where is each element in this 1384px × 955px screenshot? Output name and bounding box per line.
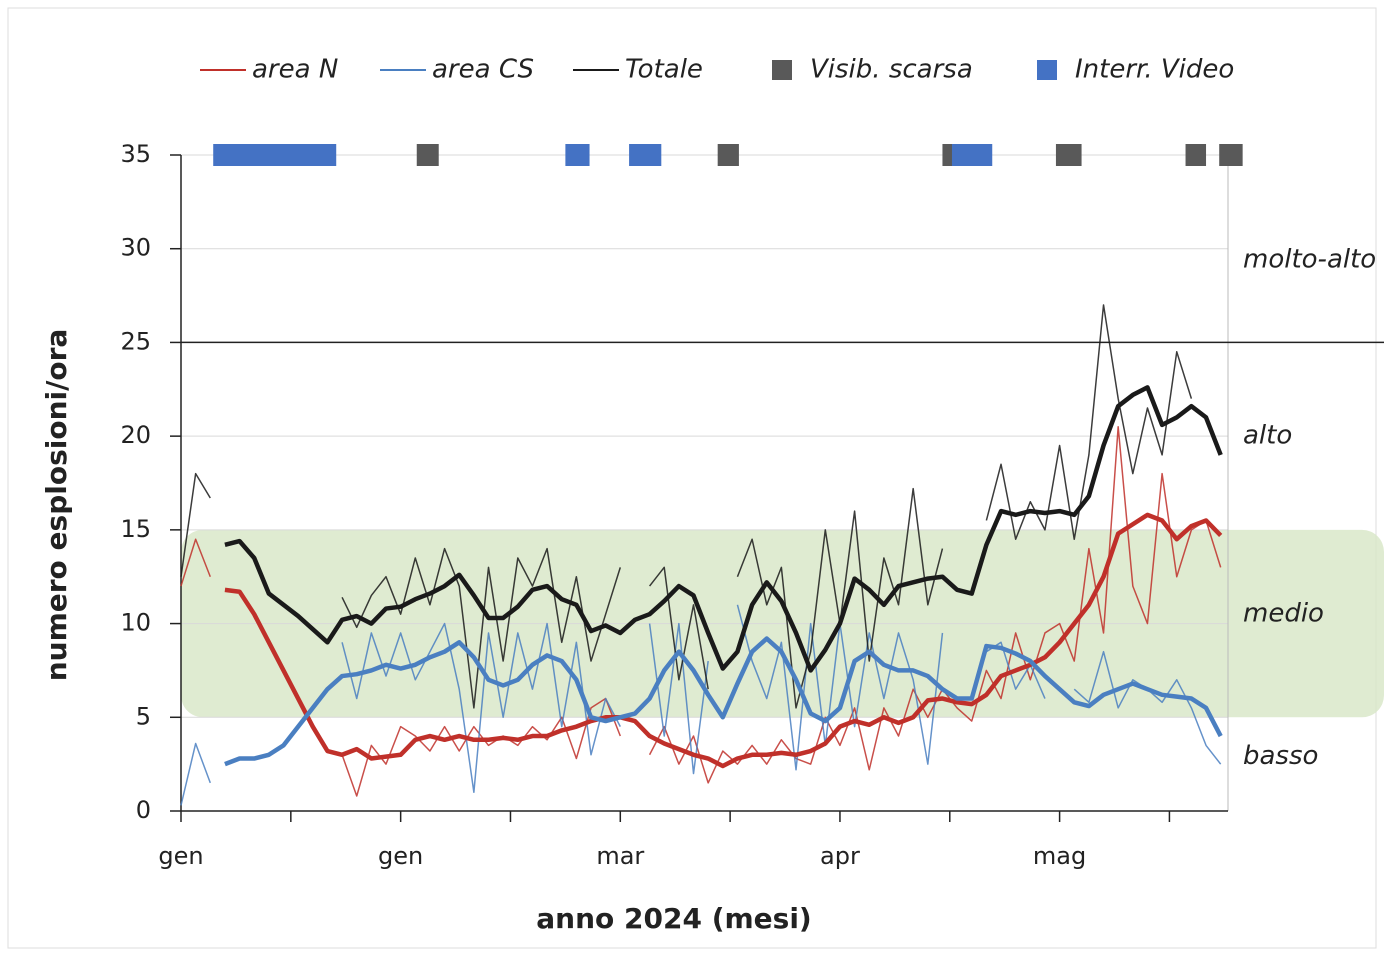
legend-label: area N: [252, 55, 338, 85]
event-marker: [416, 144, 439, 166]
x-tick-label: mar: [596, 842, 644, 870]
daily-line: [341, 622, 621, 794]
trend-line: [224, 636, 1223, 767]
legend-swatch: [772, 60, 792, 80]
trend-line: [224, 385, 1223, 673]
x-tick-label: mag: [1033, 842, 1086, 870]
x-tick-label: apr: [820, 842, 860, 870]
level-label: medio: [1243, 599, 1324, 629]
x-tick-label: gen: [158, 842, 203, 870]
trend-line: [224, 512, 1223, 769]
y-tick-label: 15: [120, 515, 151, 543]
frame: [7, 7, 1377, 949]
event-marker: [951, 144, 993, 166]
y-tick-label: 5: [136, 702, 151, 730]
event-marker: [1185, 144, 1207, 166]
daily-line: [180, 538, 211, 587]
daily-line: [648, 566, 709, 690]
legend-label: Visib. scarsa: [810, 55, 973, 85]
legend-label: area CS: [432, 55, 534, 85]
event-marker: [717, 144, 739, 166]
daily-line: [648, 622, 709, 775]
y-tick-label: 10: [120, 609, 151, 637]
y-tick-label: 25: [120, 327, 151, 355]
event-marker: [629, 144, 662, 166]
event-marker: [1219, 144, 1243, 166]
y-tick-label: 0: [136, 796, 151, 824]
y-tick-label: 30: [120, 234, 151, 262]
legend-label: Interr. Video: [1075, 55, 1234, 85]
event-marker: [565, 144, 590, 166]
legend-swatch: [1037, 60, 1057, 80]
event-marker: [213, 144, 337, 166]
y-tick-label: 20: [120, 421, 151, 449]
daily-line: [180, 472, 211, 577]
x-tick-label: gen: [378, 842, 423, 870]
x-axis-label: anno 2024 (mesi): [536, 902, 811, 935]
y-axis-label: numero esplosioni/ora: [40, 329, 73, 682]
daily-line: [180, 742, 211, 806]
level-label: basso: [1243, 741, 1318, 771]
daily-line: [341, 547, 622, 709]
event-marker: [1055, 144, 1082, 166]
level-label: molto-alto: [1243, 244, 1376, 274]
y-tick-label: 35: [120, 140, 151, 168]
legend-label: Totale: [625, 55, 703, 85]
daily-line: [985, 304, 1193, 540]
level-label: alto: [1243, 421, 1292, 451]
